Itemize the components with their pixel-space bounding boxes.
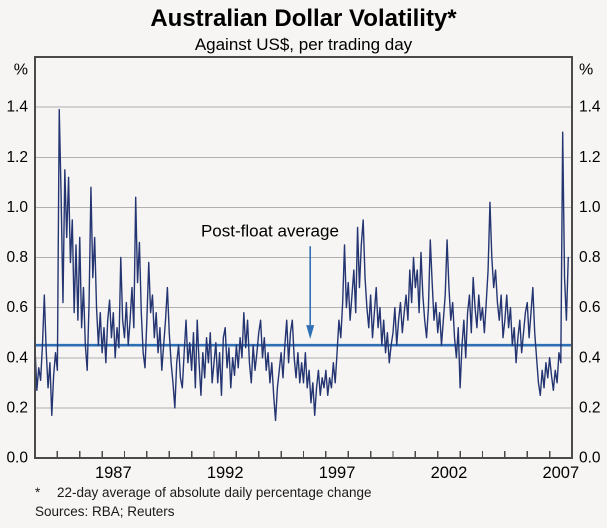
y-axis-label-right: 0.2 [579,399,601,416]
chart-subtitle: Against US$, per trading day [194,35,413,54]
x-axis-year-label: 1987 [95,464,132,482]
volatility-series-line [34,108,569,422]
footnote-asterisk: * [35,485,41,500]
y-axis-label-left: 1.4 [6,99,28,116]
percent-label-left: % [14,62,28,79]
chart-title: Australian Dollar Volatility* [150,5,457,32]
y-axis-label-right: 0.4 [579,349,601,366]
y-axis-label-left: 0.4 [6,349,28,366]
y-axis-label-left: 0.8 [6,249,28,266]
annotation-arrowhead [306,325,315,339]
chart-sources: Sources: RBA; Reuters [35,504,175,519]
x-axis-year-label: 2007 [542,464,579,482]
y-axis-label-left: 1.2 [6,149,28,166]
y-axis-label-right: 0.0 [579,450,601,467]
y-axis-label-right: 0.6 [579,299,601,316]
post-float-average-annotation-label: Post-float average [201,222,339,241]
percent-label-right: % [579,62,593,79]
x-axis-year-label: 2002 [431,464,468,482]
y-axis-label-right: 1.2 [579,149,601,166]
y-axis-label-left: 0.2 [6,399,28,416]
x-axis-year-label: 1992 [207,464,244,482]
y-axis-label-right: 1.4 [579,99,601,116]
y-axis-label-left: 0.0 [6,450,28,467]
x-axis-year-label: 1997 [319,464,356,482]
y-axis-label-left: 1.0 [6,199,28,216]
y-axis-label-right: 1.0 [579,199,601,216]
chart-footnote: * 22-day average of absolute daily percen… [35,485,371,500]
y-axis-label-left: 0.6 [6,299,28,316]
y-axis-label-right: 0.8 [579,249,601,266]
footnote-text: 22-day average of absolute daily percent… [57,485,372,500]
